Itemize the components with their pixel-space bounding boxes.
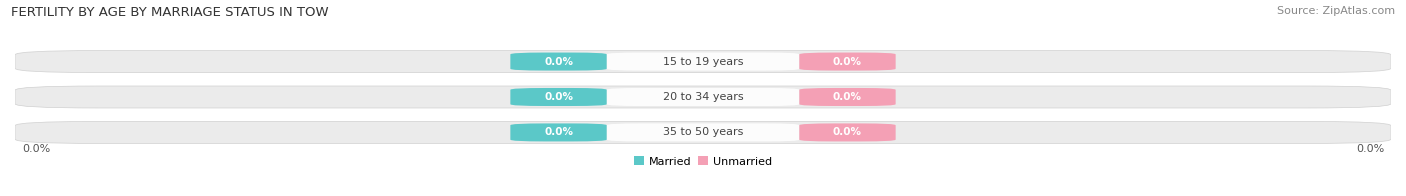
FancyBboxPatch shape [510,53,606,71]
FancyBboxPatch shape [606,53,800,71]
FancyBboxPatch shape [800,123,896,142]
Text: Source: ZipAtlas.com: Source: ZipAtlas.com [1277,6,1395,16]
Text: 15 to 19 years: 15 to 19 years [662,57,744,67]
Text: 0.0%: 0.0% [832,92,862,102]
Text: 0.0%: 0.0% [832,57,862,67]
Text: 0.0%: 0.0% [544,92,574,102]
FancyBboxPatch shape [510,123,606,142]
Text: 0.0%: 0.0% [544,57,574,67]
Text: 0.0%: 0.0% [544,127,574,137]
FancyBboxPatch shape [800,53,896,71]
Legend: Married, Unmarried: Married, Unmarried [630,152,776,171]
Text: FERTILITY BY AGE BY MARRIAGE STATUS IN TOW: FERTILITY BY AGE BY MARRIAGE STATUS IN T… [11,6,329,19]
FancyBboxPatch shape [15,86,1391,108]
FancyBboxPatch shape [606,88,800,106]
FancyBboxPatch shape [606,123,800,142]
FancyBboxPatch shape [15,122,1391,143]
FancyBboxPatch shape [800,88,896,106]
Text: 20 to 34 years: 20 to 34 years [662,92,744,102]
Text: 0.0%: 0.0% [22,144,51,154]
FancyBboxPatch shape [510,88,606,106]
Text: 0.0%: 0.0% [832,127,862,137]
FancyBboxPatch shape [15,51,1391,73]
Text: 0.0%: 0.0% [1355,144,1384,154]
Text: 35 to 50 years: 35 to 50 years [662,127,744,137]
